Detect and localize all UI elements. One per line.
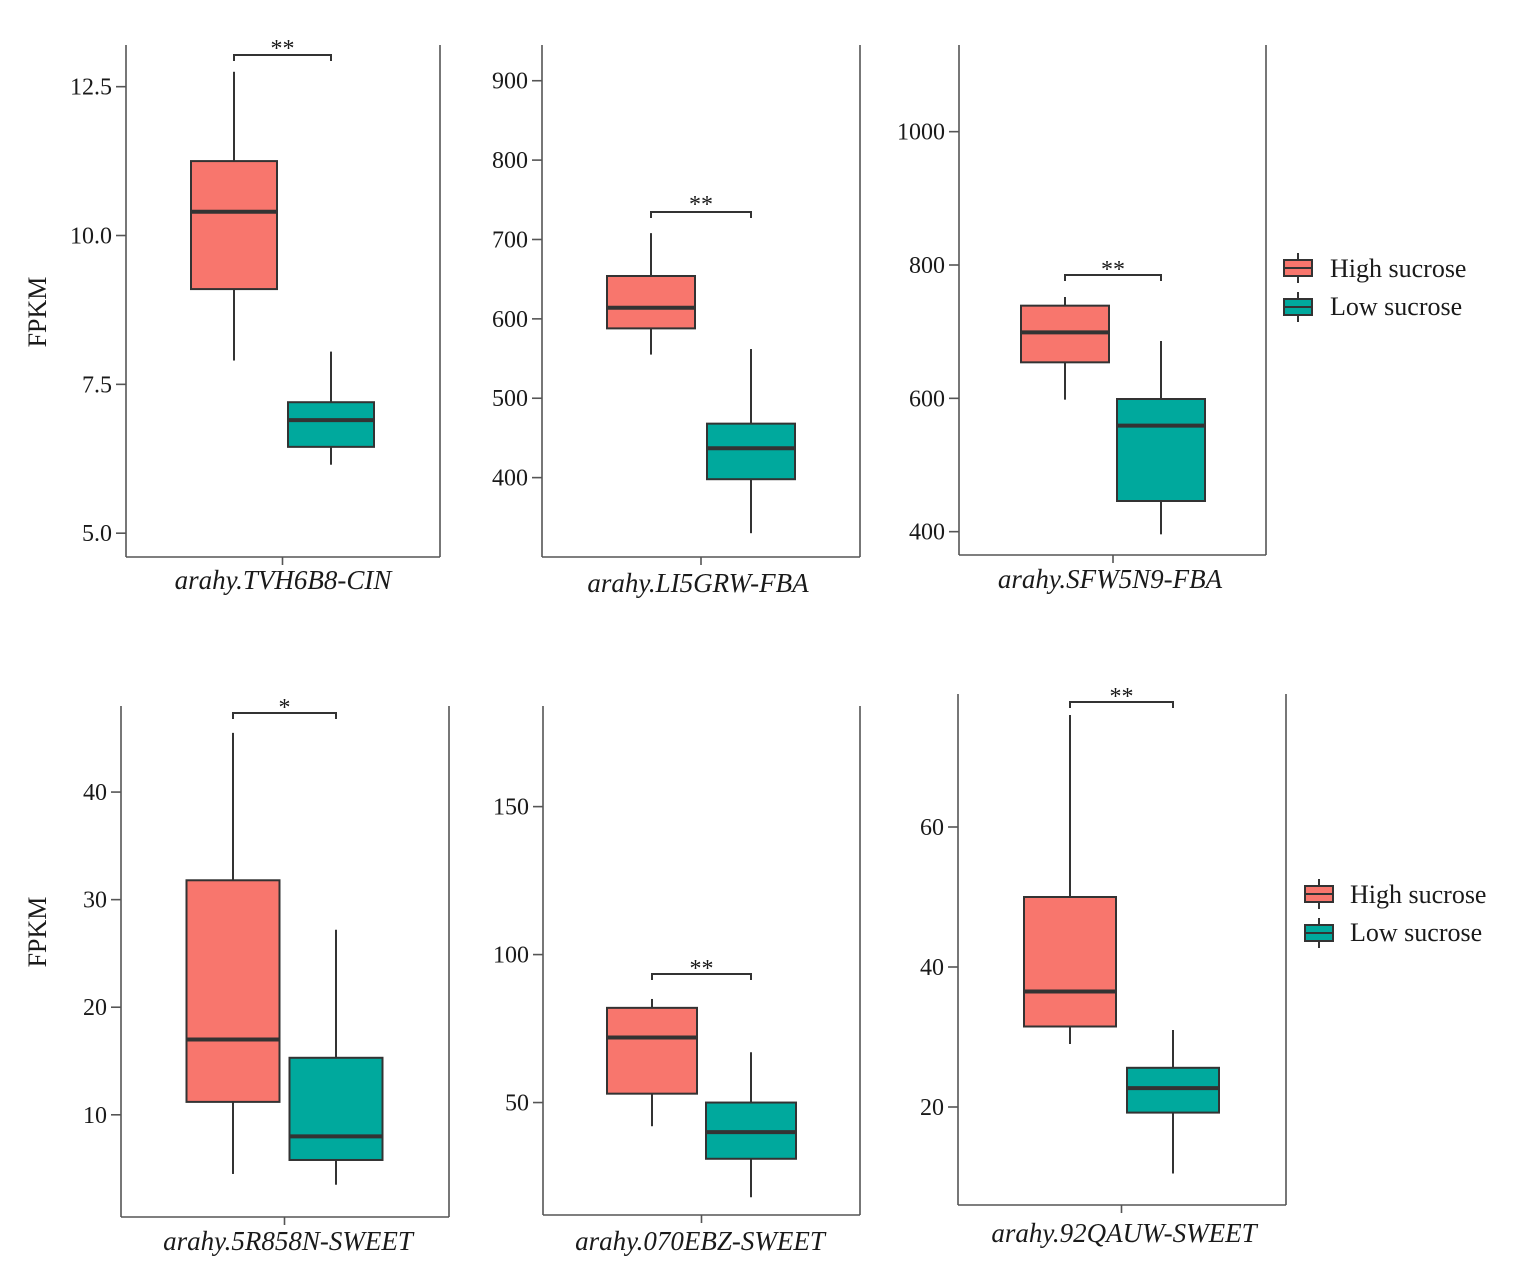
significance-label: * [279, 695, 291, 721]
y-tick-label: 10.0 [70, 224, 112, 250]
high-sucrose-box [1023, 896, 1117, 1028]
significance-label: ** [271, 36, 295, 62]
significance-label: ** [689, 192, 713, 218]
y-tick-label: 10 [83, 1103, 107, 1129]
significance-label: ** [690, 956, 714, 982]
x-axis-label: arahy.070EBZ-SWEET [575, 1226, 827, 1256]
low-sucrose-box [288, 1056, 384, 1161]
high-sucrose-box [606, 1006, 698, 1095]
legend-top-low-label: Low sucrose [1330, 292, 1462, 321]
legend-bottom-high-label: High sucrose [1350, 880, 1486, 909]
y-axis-title-top: FPKM [23, 277, 52, 348]
panel-arahy-5r858n-sweet: 10 20 30 40 arahy.5R858N-SWEET * [83, 695, 450, 1256]
low-sucrose-box [1116, 398, 1206, 502]
y-tick-label: 50 [505, 1091, 529, 1117]
y-tick-label: 800 [909, 253, 945, 279]
y-tick-label: 20 [920, 1095, 944, 1121]
significance-bracket [233, 54, 332, 61]
y-tick-label: 30 [83, 888, 107, 914]
y-tick-label: 1000 [897, 120, 945, 146]
legend-bottom-low-label: Low sucrose [1350, 918, 1482, 947]
x-axis-label: arahy.SFW5N9-FBA [998, 564, 1223, 594]
low-sucrose-box [706, 422, 796, 481]
significance-bracket [1064, 274, 1162, 281]
y-tick-label: 800 [492, 148, 528, 174]
y-tick-label: 40 [920, 955, 944, 981]
significance-bracket [1069, 701, 1174, 708]
x-axis-label: arahy.TVH6B8-CIN [175, 565, 394, 595]
y-tick-label: 100 [493, 943, 529, 969]
significance-bracket [232, 712, 337, 719]
significance-bracket [650, 211, 752, 218]
panel-arahy-92qauw-sweet: 20 40 60 arahy.92QAUW-SWEET ** [920, 684, 1287, 1248]
panel-arahy-li5grw-fba: 400 500 600 700 800 900 arahy.LI5GRW-FBA ** [492, 45, 861, 598]
x-axis-label: arahy.LI5GRW-FBA [587, 568, 809, 598]
y-tick-label: 700 [492, 227, 528, 253]
significance-label: ** [1110, 684, 1134, 710]
y-tick-label: 500 [492, 386, 528, 412]
high-sucrose-box [185, 879, 281, 1103]
x-axis-label: arahy.92QAUW-SWEET [991, 1218, 1258, 1248]
low-sucrose-box [287, 401, 375, 448]
y-tick-label: 400 [909, 520, 945, 546]
legend-top: High sucrose Low sucrose [1283, 253, 1466, 322]
y-tick-label: 40 [83, 780, 107, 806]
y-tick-label: 5.0 [82, 521, 112, 547]
y-tick-label: 900 [492, 69, 528, 95]
y-tick-label: 600 [909, 386, 945, 412]
panel-arahy-070ebz-sweet: 50 100 150 arahy.070EBZ-SWEET ** [493, 706, 861, 1256]
y-tick-label: 12.5 [70, 75, 112, 101]
x-axis-label: arahy.5R858N-SWEET [163, 1226, 415, 1256]
legend-bottom: High sucrose Low sucrose [1304, 879, 1486, 948]
y-tick-label: 20 [83, 995, 107, 1021]
y-tick-label: 7.5 [82, 372, 112, 398]
y-tick-label: 400 [492, 466, 528, 492]
significance-label: ** [1101, 257, 1125, 283]
y-tick-label: 60 [920, 815, 944, 841]
y-axis-title-bottom: FPKM [23, 897, 52, 968]
panel-arahy-sfw5n9-fba: 400 600 800 1000 arahy.SFW5N9-FBA ** [897, 45, 1267, 594]
high-sucrose-box [606, 274, 696, 330]
legend-top-high-label: High sucrose [1330, 254, 1466, 283]
y-tick-label: 150 [493, 795, 529, 821]
panel-arahy-tvh6b8-cin: 5.0 7.5 10.0 12.5 arahy.TVH6B8-CIN ** [70, 36, 441, 595]
high-sucrose-box [190, 160, 278, 291]
y-tick-label: 600 [492, 307, 528, 333]
significance-bracket [651, 973, 752, 980]
low-sucrose-box [1126, 1066, 1220, 1114]
